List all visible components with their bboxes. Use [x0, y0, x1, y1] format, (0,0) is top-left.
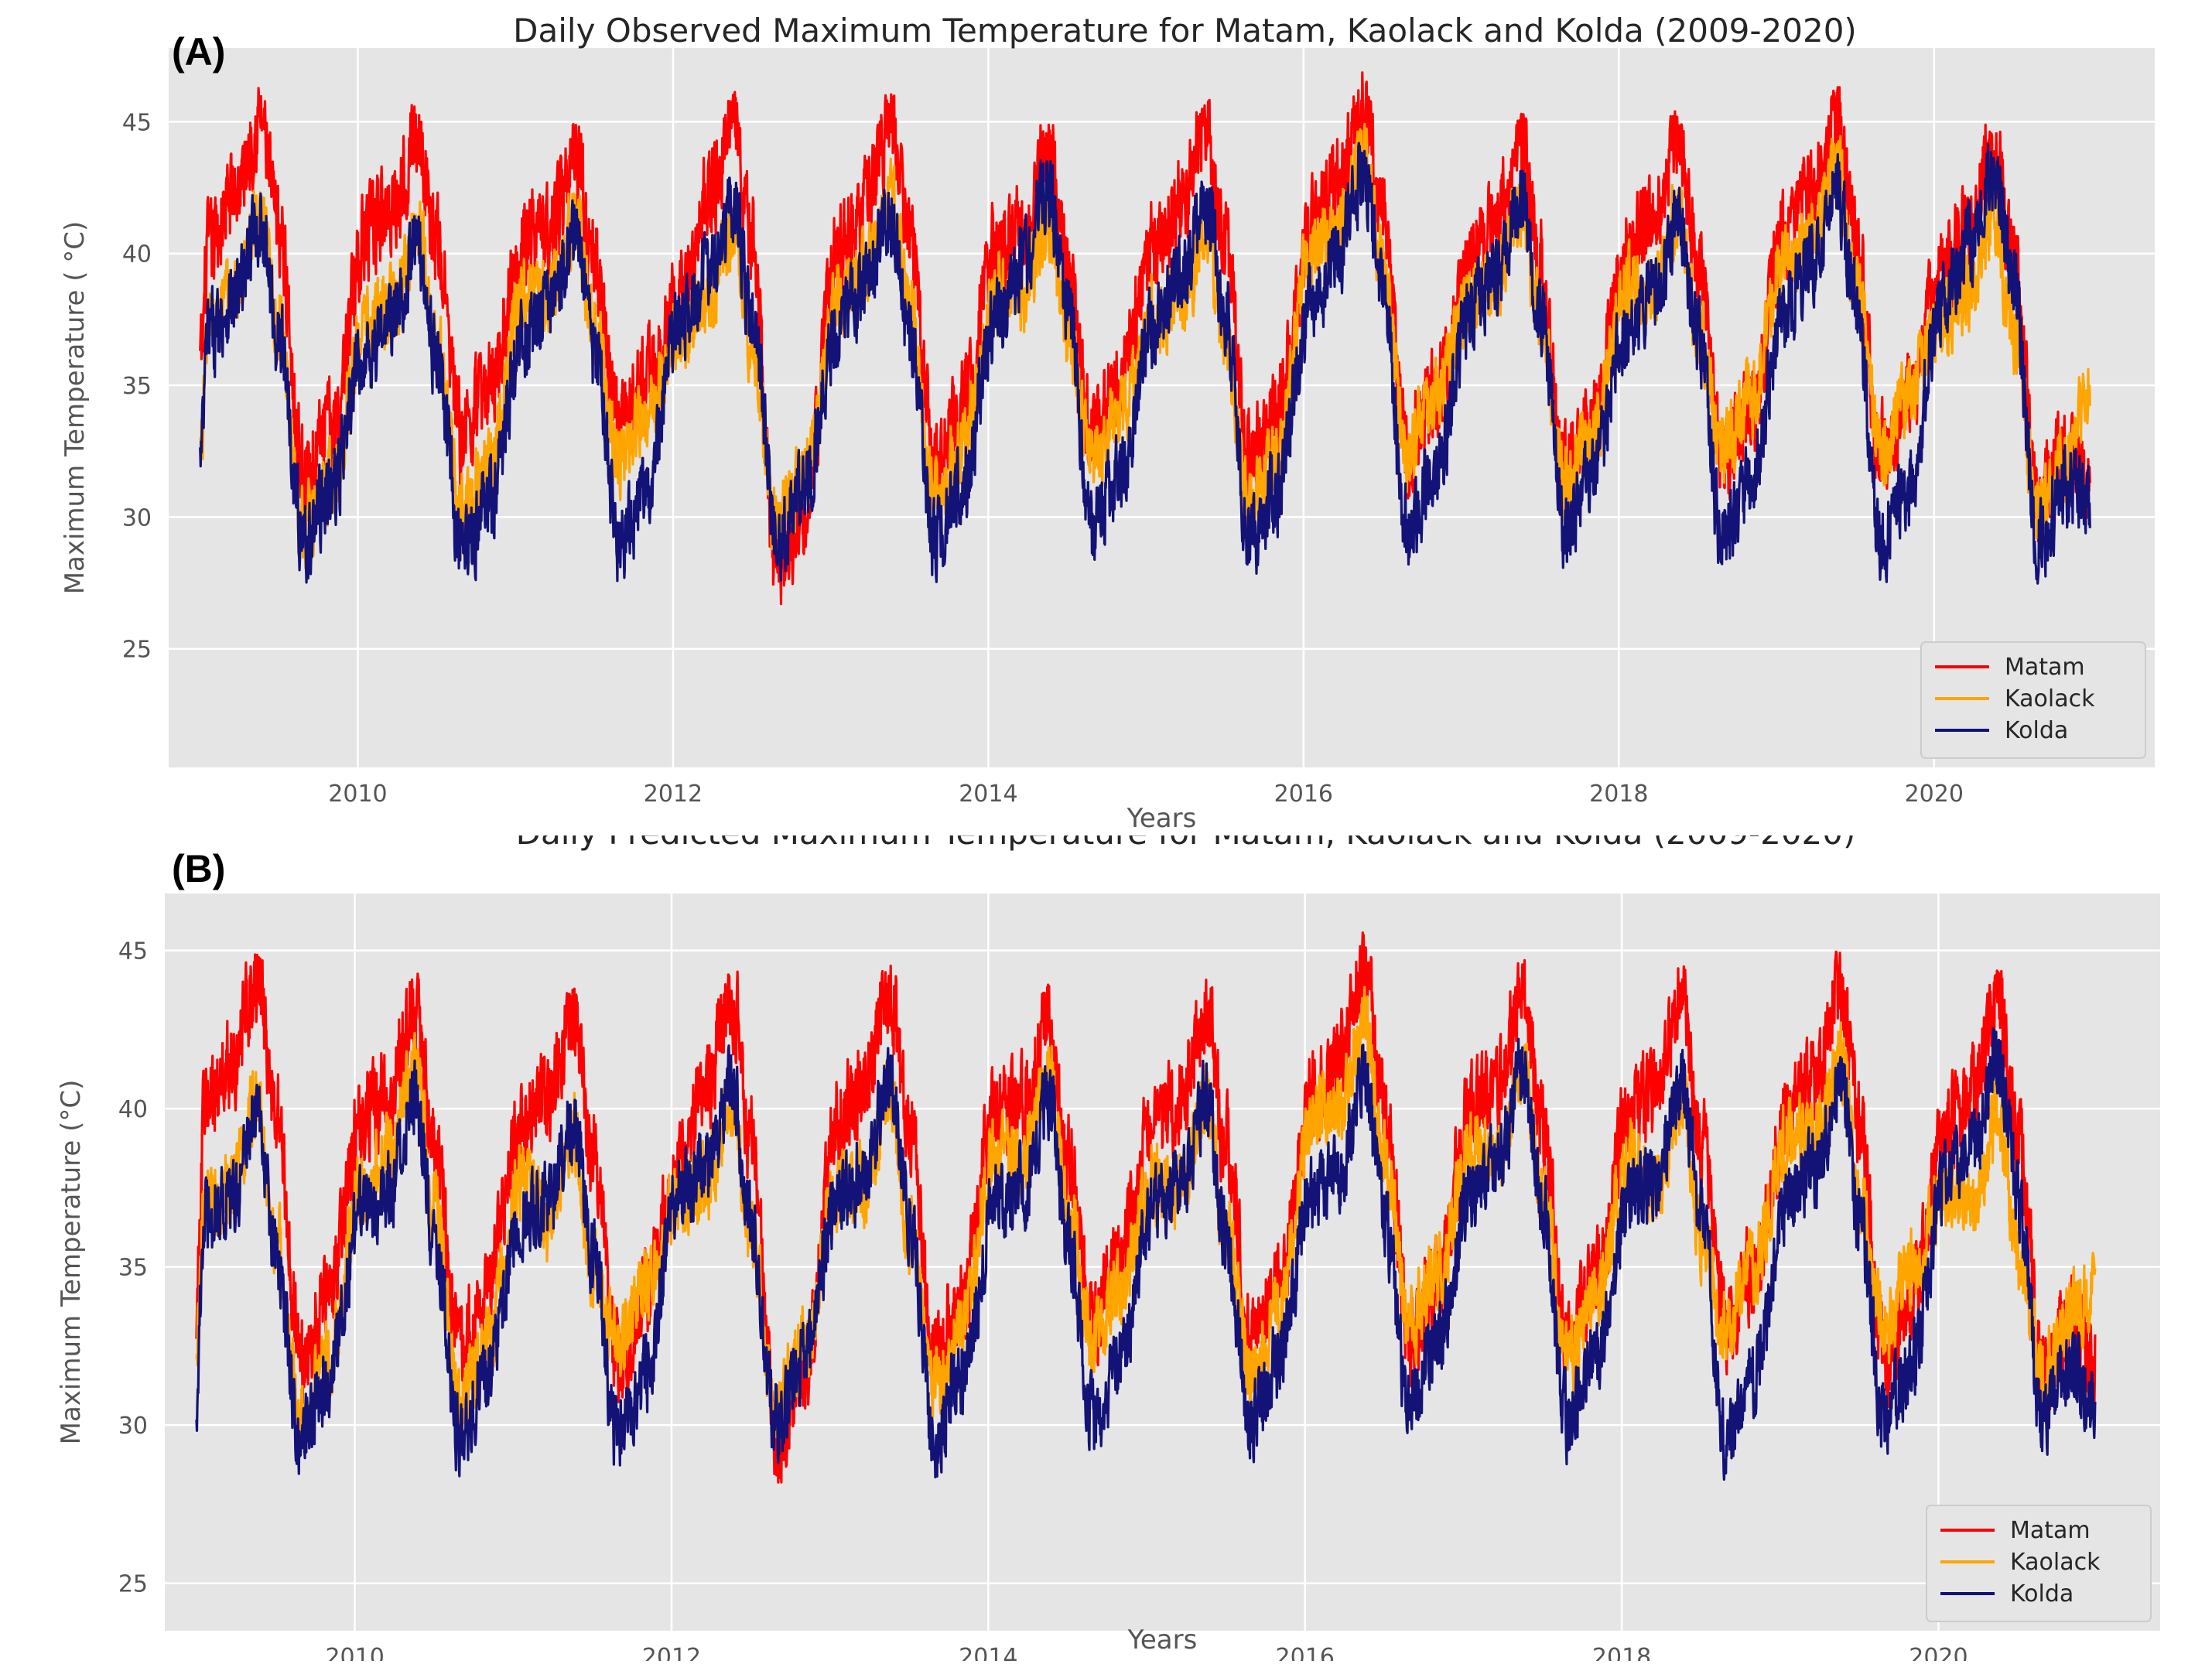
x-tick-label: 2012: [642, 1644, 701, 1661]
legend-label-kolda: Kolda: [2005, 717, 2068, 744]
y-tick-label: 45: [122, 109, 152, 136]
x-tick-label: 2018: [1589, 781, 1648, 808]
legend-label-matam: Matam: [2010, 1517, 2091, 1544]
series-group: [199, 71, 2091, 606]
y-tick-label: 30: [118, 1413, 148, 1440]
x-tick-label: 2010: [325, 1644, 384, 1661]
y-tick-label: 25: [122, 637, 152, 664]
series-line-kaolack: [195, 986, 2097, 1450]
series-line-kolda: [199, 142, 2091, 585]
legend: Matam Kaolack Kolda: [1920, 641, 2146, 759]
series-line-kolda: [195, 1027, 2097, 1481]
panel-label-b: (B): [172, 847, 226, 890]
y-tick-label: 40: [118, 1096, 148, 1123]
observed-chart: 25 30 35 40 45 2010 2012 2014 2016 2018 2020 Daily …: [60, 12, 2155, 834]
x-tick-label: 2016: [1276, 1644, 1335, 1661]
legend-label-kolda: Kolda: [2010, 1580, 2074, 1608]
x-tick-label: 2012: [644, 781, 703, 808]
x-axis-label: Years: [1127, 1625, 1198, 1655]
x-tick-label: 2010: [328, 781, 387, 808]
panel-label-a: (A): [172, 30, 226, 73]
tick-labels: 25 30 35 40 45 2010 2012 2014 2016 2018 2020: [122, 109, 1964, 808]
y-tick-label: 40: [122, 241, 152, 268]
legend-label-matam: Matam: [2005, 654, 2085, 681]
y-tick-label: 35: [118, 1255, 148, 1282]
panel-predicted: (B) 25 30 35 40 45 2010 2012 2014 2016 2018 2020 Da…: [0, 814, 2212, 1664]
x-tick-label: 2018: [1592, 1644, 1651, 1661]
y-tick-label: 25: [118, 1571, 148, 1598]
panel-observed: (A) 25 30 35 40 45 2010 2012 2014 2016 2018 2020 Da…: [60, 12, 2155, 834]
x-tick-label: 2014: [959, 781, 1017, 808]
chart-title: Daily Predicted Maximum Temperature for …: [516, 835, 1856, 852]
series-group: [195, 931, 2097, 1484]
y-tick-label: 45: [118, 938, 148, 965]
x-tick-label: 2020: [1905, 781, 1964, 808]
y-tick-label: 30: [122, 504, 152, 531]
y-tick-label: 35: [122, 373, 152, 400]
y-axis-label: Maximum Temperature ( °C): [60, 221, 91, 595]
legend-label-kaolack: Kaolack: [2005, 685, 2095, 712]
legend: Matam Kaolack Kolda: [1926, 1505, 2152, 1622]
x-tick-label: 2020: [1909, 1644, 1968, 1661]
x-tick-label: 2014: [959, 1644, 1017, 1661]
x-tick-label: 2016: [1274, 781, 1333, 808]
y-axis-label: Maximum Temperature (°C): [56, 1080, 87, 1445]
x-axis-label: Years: [1127, 803, 1197, 834]
chart-title: Daily Observed Maximum Temperature for M…: [513, 12, 1857, 50]
legend-label-kaolack: Kaolack: [2010, 1549, 2101, 1576]
predicted-chart: 25 30 35 40 45 2010 2012 2014 2016 2018 2020 Daily …: [56, 814, 2160, 1664]
plot-background: [165, 894, 2160, 1631]
